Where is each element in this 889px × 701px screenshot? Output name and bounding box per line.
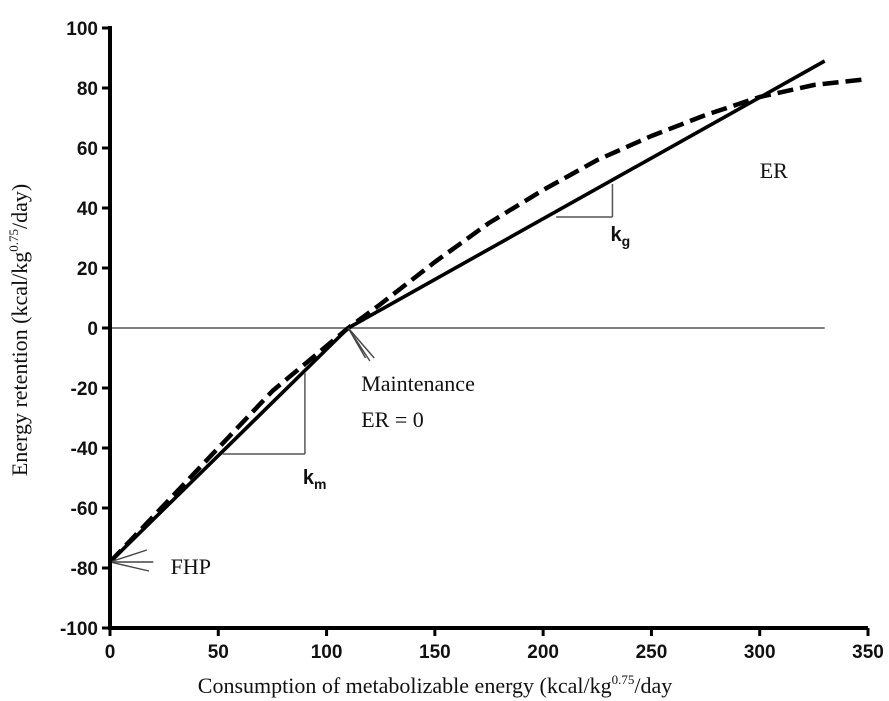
x-tick-label: 0: [105, 642, 116, 663]
y-axis-label: Energy retention (kcal/kg0.75/day): [6, 184, 32, 476]
fhp-arrow-stroke-2: [109, 561, 150, 572]
x-tick-label: 350: [852, 642, 884, 663]
y-axis-label-end: /day): [7, 184, 32, 229]
y-tick-label: 0: [87, 319, 98, 340]
annotation-er: ER: [760, 158, 788, 183]
y-axis-label-sup: 0.75: [6, 229, 21, 252]
y-tick-label: -60: [71, 499, 98, 520]
annotation-maintenance: Maintenance: [361, 371, 475, 396]
annotation-er-zero: ER = 0: [361, 407, 424, 432]
x-axis-label-end: /day: [634, 673, 672, 698]
tick-labels: -100 -80 -60 -40 -20 0 20 40 60 80 100 0 50 100 150 200…: [60, 19, 884, 663]
annotation-fhp: FHP: [171, 554, 211, 579]
y-tick-label: 60: [77, 139, 98, 160]
y-tick-label: -80: [71, 559, 98, 580]
y-tick-label: -40: [71, 439, 98, 460]
y-axis-label-main: Energy retention (kcal/kg: [7, 252, 32, 476]
maintenance-arrow-stroke-1: [347, 327, 371, 362]
series-layer: [108, 59, 869, 564]
x-axis-label-main: Consumption of metabolizable energy (kca…: [198, 673, 612, 698]
y-tick-label: 100: [66, 19, 98, 40]
maintenance-arrow-stroke-2: [347, 327, 375, 359]
kg-label: kg: [610, 224, 630, 249]
x-axis-label: Consumption of metabolizable energy (kca…: [198, 672, 672, 698]
kg-label-k: k: [610, 224, 622, 246]
y-tick-label: -20: [71, 379, 98, 400]
x-tick-label: 300: [744, 642, 776, 663]
km-label-k: k: [303, 467, 315, 489]
x-tick-label: 150: [419, 642, 451, 663]
km-label-sub: m: [314, 476, 326, 492]
x-tick-label: 200: [527, 642, 559, 663]
series-line-dashed: [108, 76, 869, 564]
fhp-arrow-stroke-0: [109, 549, 148, 563]
kg-label-sub: g: [622, 233, 631, 249]
y-tick-label: 20: [77, 259, 98, 280]
y-tick-label: 80: [77, 79, 98, 100]
x-tick-label: 250: [636, 642, 668, 663]
series-line-solid: [108, 59, 826, 564]
x-tick-label: 50: [208, 642, 229, 663]
y-tick-label: 40: [77, 199, 98, 220]
y-tick-label: -100: [60, 619, 98, 640]
slope-triangles: [222, 184, 614, 455]
arrow-layer: [109, 327, 375, 572]
x-tick-label: 100: [311, 642, 343, 663]
km-label: km: [303, 467, 327, 492]
x-axis-label-sup: 0.75: [612, 672, 635, 687]
